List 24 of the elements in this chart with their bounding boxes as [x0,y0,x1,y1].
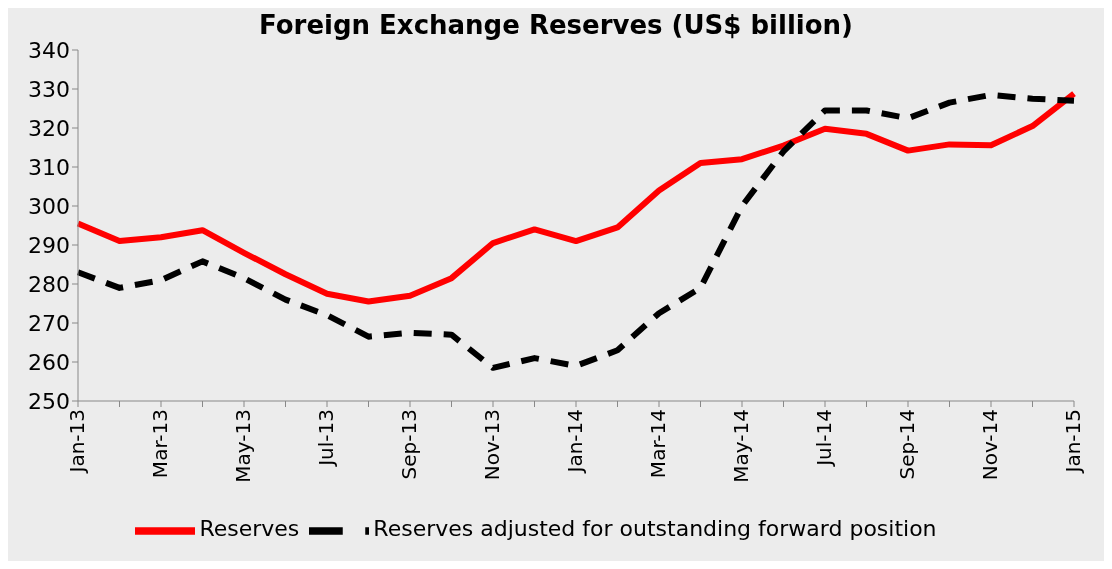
y-tick-label: 310 [28,154,70,180]
x-tick-label: Jul-13 [314,409,339,468]
y-tick-label: 340 [28,37,70,63]
x-tick-label: Jul-14 [812,409,837,468]
x-tick-label: May-13 [231,409,256,483]
x-tick-label: Sep-14 [895,409,920,480]
x-tick-label: Nov-14 [978,409,1003,481]
x-tick-label: Jan-14 [563,409,588,475]
y-tick-label: 320 [28,115,70,141]
y-tick-label: 270 [28,310,70,336]
chart-title: Foreign Exchange Reserves (US$ billion) [259,10,853,40]
x-tick-label: Mar-13 [148,409,173,479]
y-tick-label: 280 [28,271,70,297]
y-tick-label: 290 [28,232,70,258]
y-tick-label: 300 [28,193,70,219]
legend-label: Reserves adjusted for outstanding forward position [373,515,937,541]
x-tick-label: Sep-13 [397,409,422,480]
x-tick-label: Mar-14 [646,409,671,479]
x-tick-label: Nov-13 [480,409,505,481]
y-tick-label: 330 [28,76,70,102]
x-tick-label: Jan-15 [1061,409,1086,475]
y-tick-label: 260 [28,349,70,375]
x-tick-label: May-14 [729,409,754,483]
legend-label: Reserves [199,515,300,541]
